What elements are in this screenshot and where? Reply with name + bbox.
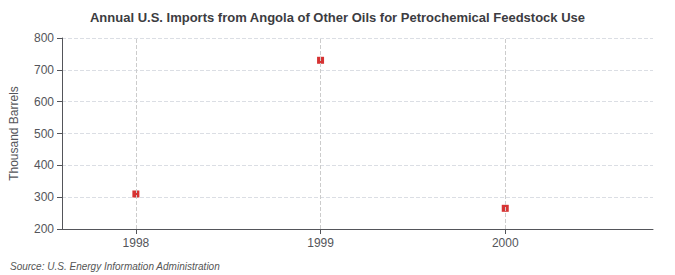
svg-text:2000: 2000 xyxy=(492,236,519,250)
svg-text:200: 200 xyxy=(34,222,54,236)
svg-text:Source: U.S. Energy Informatio: Source: U.S. Energy Information Administ… xyxy=(10,261,220,272)
svg-text:Annual U.S. Imports from Angol: Annual U.S. Imports from Angola of Other… xyxy=(90,10,585,25)
svg-text:Thousand Barrels: Thousand Barrels xyxy=(7,86,21,181)
svg-text:600: 600 xyxy=(34,95,54,109)
svg-text:500: 500 xyxy=(34,127,54,141)
svg-text:1998: 1998 xyxy=(123,236,150,250)
svg-text:1999: 1999 xyxy=(307,236,334,250)
svg-text:800: 800 xyxy=(34,31,54,45)
svg-text:400: 400 xyxy=(34,158,54,172)
svg-text:700: 700 xyxy=(34,63,54,77)
svg-text:300: 300 xyxy=(34,190,54,204)
